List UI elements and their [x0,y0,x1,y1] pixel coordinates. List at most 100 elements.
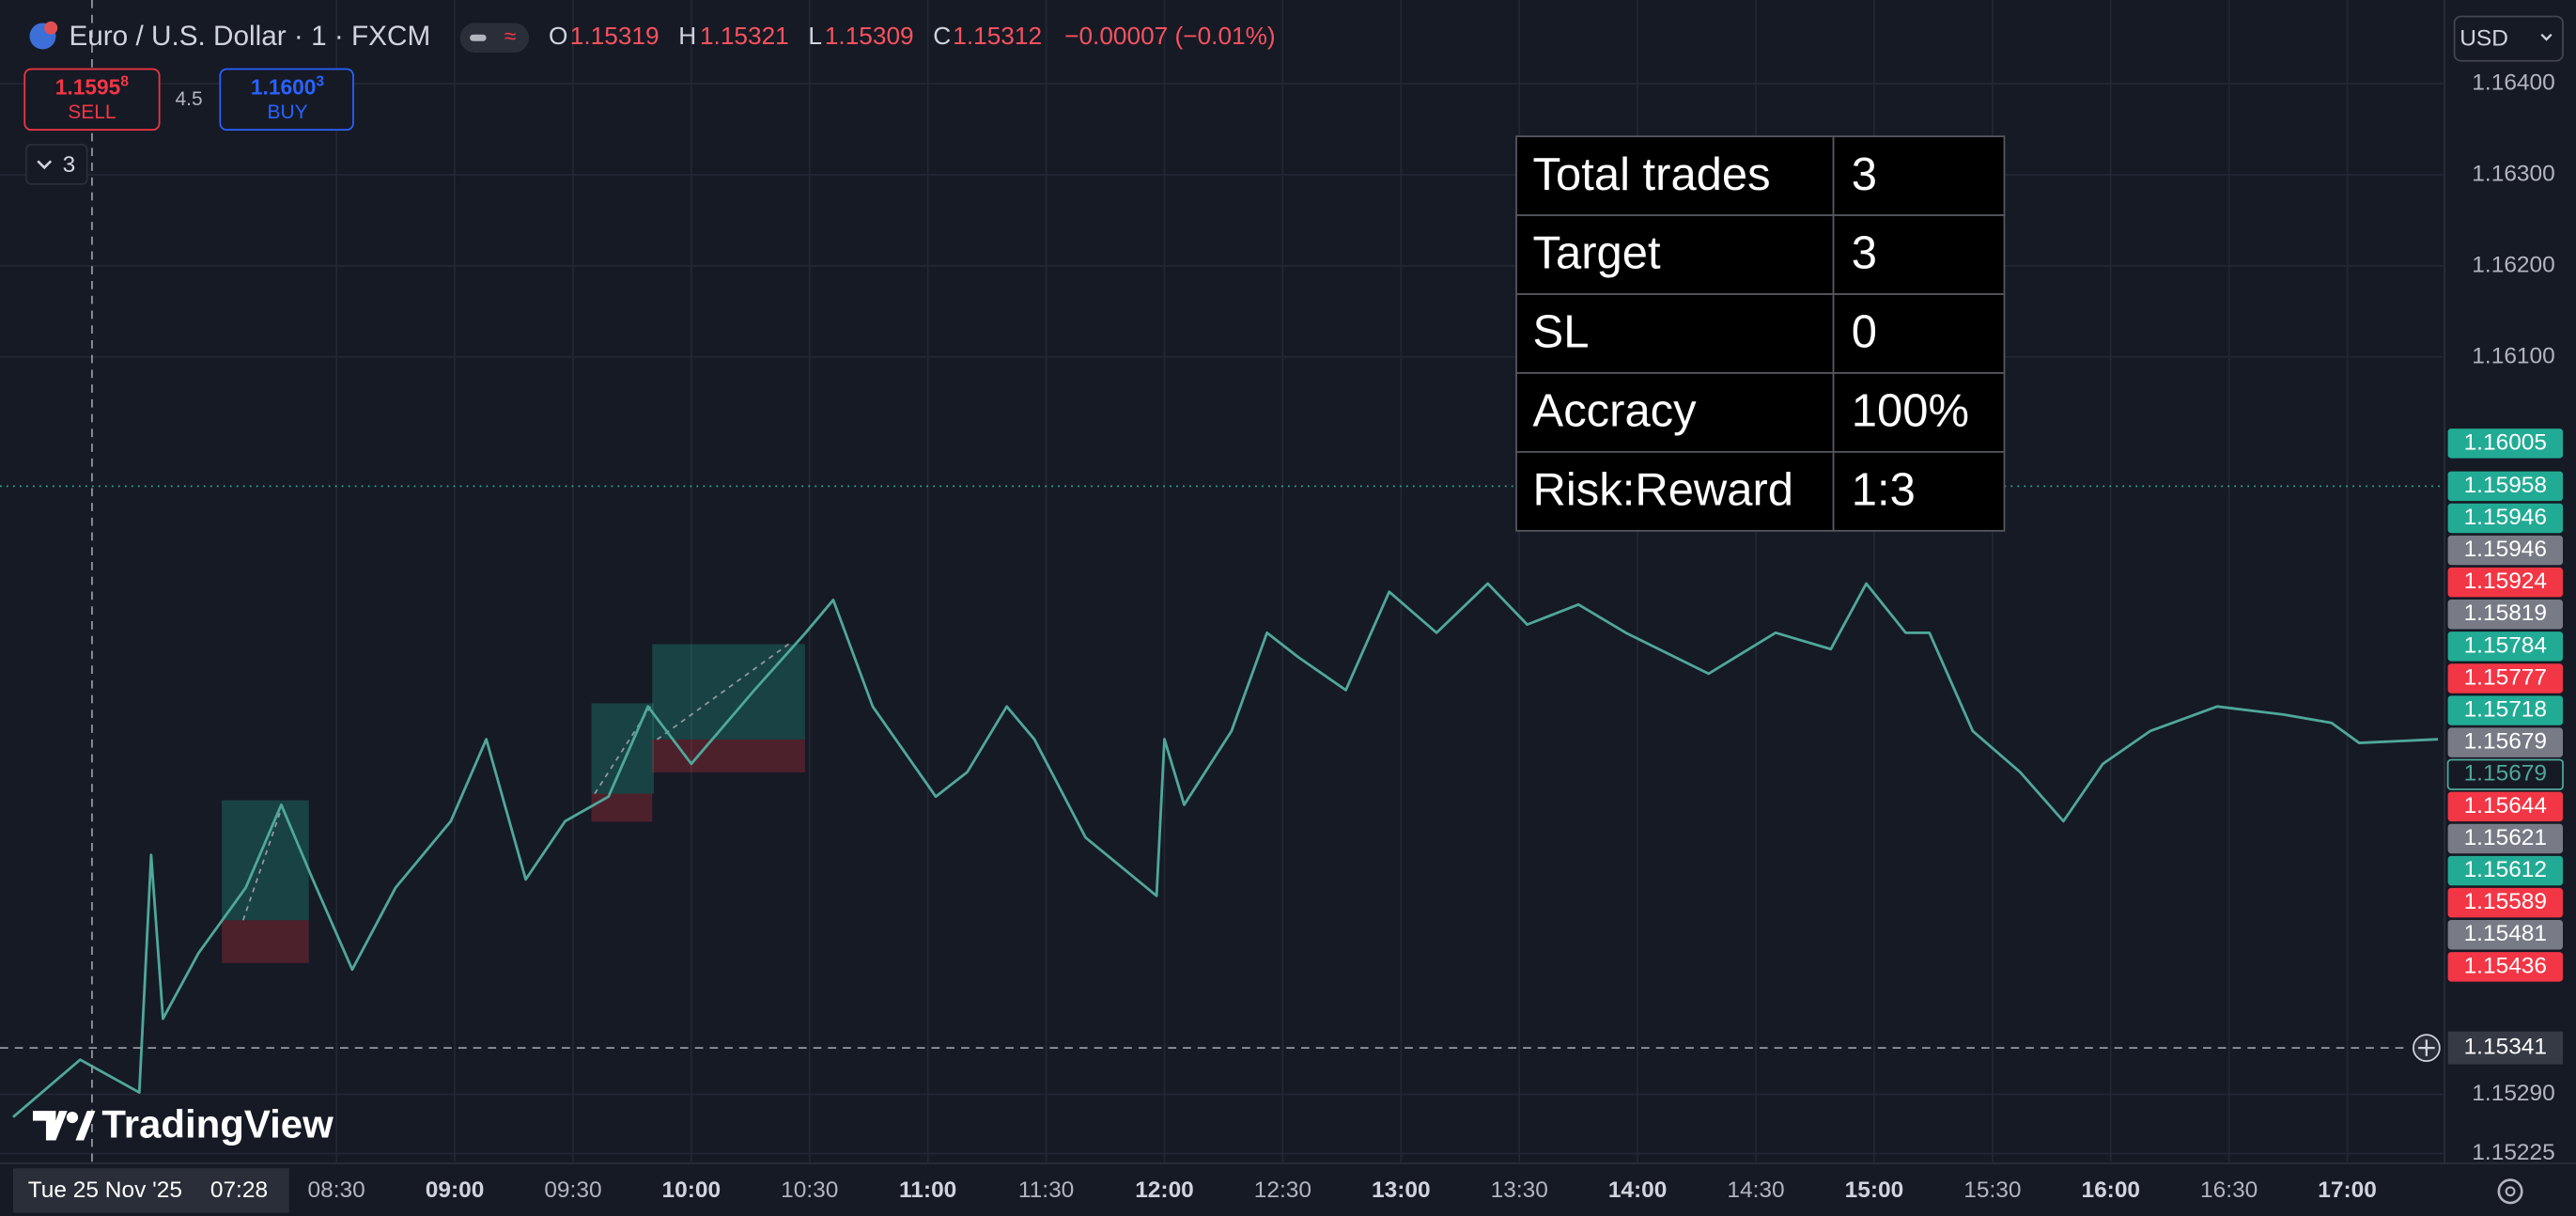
price-tag [2447,791,2564,822]
price-tag-label: 1.15644 [2464,793,2547,818]
trade-path [241,804,284,921]
stop-zone [222,920,309,963]
price-tag-label: 1.15946 [2464,537,2547,562]
price-tick-label: 1.16200 [2472,252,2554,277]
time-tick-label: 10:00 [662,1177,722,1203]
stats-table: Total trades 3 Target 3 SL 0 Accracy 100% Risk:R… [1515,135,2006,532]
time-tick-label: 09:00 [426,1177,485,1203]
add-alert-icon [2418,1039,2435,1056]
table-value: 1:3 [1852,465,1916,516]
price-tag-label: 1.15784 [2464,632,2547,658]
buy-price: 1.16003 [251,74,325,100]
sell-button[interactable] [23,68,161,132]
table-cell [1515,451,1835,532]
price-tag [2447,535,2564,566]
time-tick-label: 15:00 [1845,1177,1904,1203]
price-tag [2447,920,2564,950]
logo-text[interactable]: TradingView [101,1102,334,1146]
price-tick-label: 1.15290 [2472,1081,2554,1106]
sell-price: 1.15958 [55,74,130,100]
price-tag-label: 1.15718 [2464,697,2547,723]
price-tag-label: 1.15958 [2464,473,2547,498]
table-value: 3 [1852,228,1877,279]
settings-icon [2505,1186,2516,1197]
price-tag-label: 1.15777 [2464,664,2547,690]
logo-icon [75,1111,96,1141]
buy-button[interactable] [219,68,354,132]
time-tick-label: 09:30 [544,1177,601,1203]
trade-path [594,706,652,795]
ohlc-label: O [549,22,567,50]
table-cell [1832,214,2006,295]
indicators-toggle[interactable] [25,144,88,185]
sell-label: SELL [68,101,116,123]
spread: 4.5 [176,88,203,110]
price-tag-label: 1.15679 [2464,729,2547,755]
price-tag-label: 1.15481 [2464,921,2547,946]
logo-icon [66,1111,79,1124]
table-cell [1832,135,2006,216]
price-tick-label: 1.16100 [2472,343,2554,368]
time-tick-label: 12:00 [1135,1177,1194,1203]
table-cell [1832,372,2006,453]
currency-select[interactable] [2453,15,2564,62]
price-tag [2447,855,2564,886]
table-value: 0 [1852,307,1877,358]
sell-price-pip: 8 [120,74,129,90]
price-line [12,582,2439,1118]
price-tick-label: 1.16300 [2472,162,2554,187]
time-tick-label: 14:00 [1608,1177,1668,1203]
table-cell [1515,214,1835,295]
time-tick-label: 13:30 [1491,1177,1548,1203]
price-tag [2447,823,2564,854]
status-icon [470,34,487,41]
table-value: 100% [1852,386,1969,437]
buy-price-main: 1.1600 [251,74,317,99]
symbol-title[interactable]: Euro / U.S. Dollar · 1 · FXCM [69,21,430,52]
ohlc-label: H [678,22,696,50]
price-tag-label: 1.15612 [2464,857,2547,882]
ohlc-value: 1.15319 [570,22,660,50]
ohlc-value: 1.15321 [700,22,789,50]
price-tag [2447,503,2564,534]
table-label: SL [1533,307,1590,358]
table-cell [1832,451,2006,532]
table-label: Accracy [1533,386,1698,437]
time-tick-label: 11:30 [1018,1177,1074,1203]
price-tag-label: 1.15436 [2464,953,2547,978]
ohlc-label: C [933,22,951,50]
price-change: −0.00007 (−0.01%) [1064,22,1276,50]
crosshair-price-box [2447,1031,2564,1065]
grid [0,0,2445,1164]
price-tag-label: 1.16005 [2464,429,2547,455]
price-tag [2447,471,2564,502]
cursor-date: Tue 25 Nov '25 [28,1177,182,1203]
price-tag [2447,631,2564,662]
time-tick-label: 11:00 [899,1177,956,1203]
price-tag [2446,758,2564,790]
time-tick-label: 13:00 [1372,1177,1431,1203]
price-tag-label: 1.15679 [2464,761,2547,787]
logo-icon [32,1111,68,1141]
table-cell [1515,372,1835,453]
price-tag [2447,887,2564,918]
table-cell [1832,293,2006,374]
time-tick-label: 15:30 [1963,1177,2021,1203]
time-tick-label: 14:30 [1727,1177,1784,1203]
price-tag-label: 1.15589 [2464,889,2547,914]
table-label: Total trades [1533,149,1771,200]
price-tag [2447,429,2564,459]
stop-zone [591,793,653,822]
settings-icon[interactable] [2497,1178,2523,1205]
trade-path [656,643,789,741]
table-label: Risk:Reward [1533,465,1793,516]
status-pill [459,23,530,53]
buy-label: BUY [267,101,307,123]
price-tag [2447,695,2564,725]
time-tick-label: 17:00 [2318,1177,2377,1203]
time-tick-label: 10:30 [781,1177,838,1203]
price-tick-label: 1.15225 [2472,1140,2554,1165]
buy-price-pip: 3 [316,74,324,90]
